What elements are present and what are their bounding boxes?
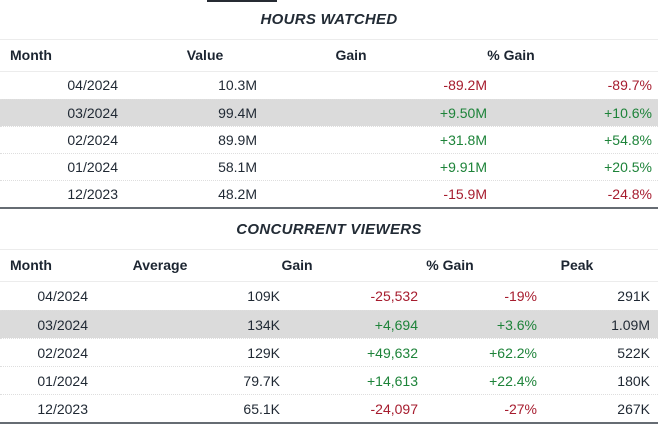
table-row[interactable]: 04/2024 10.3M -89.2M -89.7%: [0, 72, 658, 99]
column-header-average: Average: [132, 257, 188, 273]
column-header-percent-gain: % Gain: [487, 47, 535, 63]
cell-percent-gain: +20.5%: [604, 159, 652, 175]
table-row[interactable]: 03/2024 134K +4,694 +3.6% 1.09M: [0, 310, 658, 338]
hours-watched-header-row: Month Value Gain % Gain: [0, 40, 658, 72]
cell-gain: +9.50M: [439, 105, 487, 121]
cell-value: 58.1M: [218, 159, 257, 175]
table-row[interactable]: 01/2024 79.7K +14,613 +22.4% 180K: [0, 366, 658, 394]
column-header-month: Month: [10, 257, 52, 273]
cell-percent-gain: +62.2%: [489, 345, 537, 361]
cell-value: 99.4M: [218, 105, 257, 121]
cell-peak: 180K: [617, 373, 650, 389]
cell-average: 129K: [247, 345, 280, 361]
cell-peak: 522K: [617, 345, 650, 361]
cell-percent-gain: +10.6%: [604, 105, 652, 121]
cell-gain: +14,613: [367, 373, 418, 389]
cell-gain: +31.8M: [439, 132, 487, 148]
table-row[interactable]: 12/2023 48.2M -15.9M -24.8%: [0, 180, 658, 207]
cell-gain: -24,097: [370, 401, 418, 417]
top-cropped-element: [207, 0, 277, 2]
hours-watched-title-bar: HOURS WATCHED: [0, 0, 658, 40]
cell-month: 12/2023: [67, 186, 118, 202]
cell-month: 02/2024: [37, 345, 88, 361]
hours-watched-table: HOURS WATCHED Month Value Gain % Gain 04…: [0, 0, 658, 209]
table-row[interactable]: 01/2024 58.1M +9.91M +20.5%: [0, 153, 658, 180]
column-header-month: Month: [10, 47, 52, 63]
cell-average: 134K: [247, 317, 280, 333]
cell-gain: +49,632: [367, 345, 418, 361]
cell-percent-gain: -24.8%: [607, 186, 652, 202]
cell-peak: 291K: [617, 288, 650, 304]
table-bottom-divider: [0, 207, 658, 209]
cell-average: 79.7K: [243, 373, 280, 389]
cell-percent-gain: +3.6%: [496, 317, 537, 333]
cell-month: 04/2024: [67, 77, 118, 93]
column-header-gain: Gain: [281, 257, 313, 273]
concurrent-viewers-table: CONCURRENT VIEWERS Month Average Gain % …: [0, 209, 658, 424]
cell-percent-gain: +22.4%: [489, 373, 537, 389]
concurrent-viewers-title-bar: CONCURRENT VIEWERS: [0, 209, 658, 250]
table-title: HOURS WATCHED: [260, 11, 398, 28]
cell-gain: -25,532: [370, 288, 418, 304]
column-header-gain: Gain: [335, 47, 367, 63]
column-header-percent-gain: % Gain: [426, 257, 474, 273]
cell-gain: -89.2M: [443, 77, 487, 93]
table-row[interactable]: 02/2024 89.9M +31.8M +54.8%: [0, 126, 658, 153]
table-row[interactable]: 02/2024 129K +49,632 +62.2% 522K: [0, 338, 658, 366]
cell-month: 03/2024: [37, 317, 88, 333]
table-row[interactable]: 12/2023 65.1K -24,097 -27% 267K: [0, 394, 658, 422]
cell-month: 01/2024: [67, 159, 118, 175]
cell-value: 89.9M: [218, 132, 257, 148]
cell-percent-gain: -19%: [504, 288, 537, 304]
table-row[interactable]: 03/2024 99.4M +9.50M +10.6%: [0, 99, 658, 126]
cell-percent-gain: -89.7%: [607, 77, 652, 93]
column-header-peak: Peak: [560, 257, 594, 273]
cell-peak: 1.09M: [611, 317, 650, 333]
cell-month: 02/2024: [67, 132, 118, 148]
cell-month: 01/2024: [37, 373, 88, 389]
cell-gain: -15.9M: [443, 186, 487, 202]
table-bottom-divider: [0, 422, 658, 424]
cell-month: 04/2024: [37, 288, 88, 304]
cell-percent-gain: +54.8%: [604, 132, 652, 148]
cell-month: 12/2023: [37, 401, 88, 417]
cell-average: 65.1K: [243, 401, 280, 417]
column-header-value: Value: [186, 47, 224, 63]
cell-percent-gain: -27%: [504, 401, 537, 417]
cell-gain: +9.91M: [439, 159, 487, 175]
cell-value: 48.2M: [218, 186, 257, 202]
cell-gain: +4,694: [374, 317, 418, 333]
cell-value: 10.3M: [218, 77, 257, 93]
cell-average: 109K: [247, 288, 280, 304]
concurrent-viewers-header-row: Month Average Gain % Gain Peak: [0, 250, 658, 282]
cell-month: 03/2024: [67, 105, 118, 121]
cell-peak: 267K: [617, 401, 650, 417]
table-row[interactable]: 04/2024 109K -25,532 -19% 291K: [0, 282, 658, 310]
table-title: CONCURRENT VIEWERS: [236, 220, 422, 238]
